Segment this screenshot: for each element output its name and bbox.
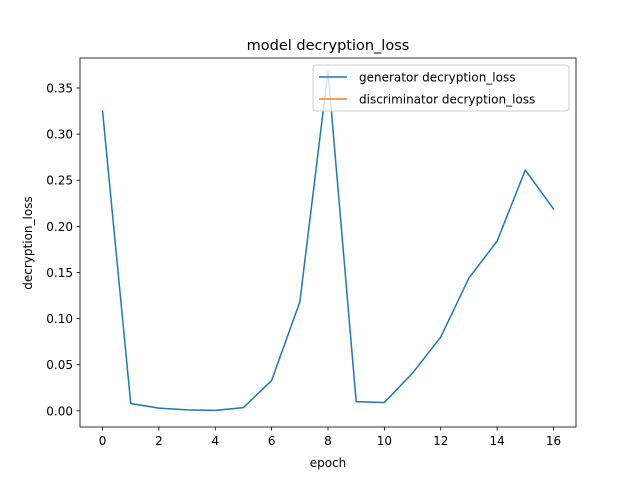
y-axis-label: decryption_loss xyxy=(21,196,35,289)
x-tick-label: 10 xyxy=(377,434,392,448)
legend-box xyxy=(312,64,570,112)
y-tick-label: 0.20 xyxy=(46,220,73,234)
x-tick-label: 16 xyxy=(546,434,561,448)
legend: generator decryption_loss discriminator d… xyxy=(312,64,570,112)
x-tick-label: 8 xyxy=(324,434,332,448)
y-tick-label: 0.15 xyxy=(46,266,73,280)
x-tick-label: 6 xyxy=(268,434,276,448)
y-tick-label: 0.00 xyxy=(46,404,73,418)
x-tick-label: 2 xyxy=(155,434,163,448)
y-tick-label: 0.25 xyxy=(46,174,73,188)
y-tick-label: 0.35 xyxy=(46,81,73,95)
plot-area: 0 2 4 6 8 10 12 14 16 0.00 0.05 0.10 0.15 0.20 0.25 0.3… xyxy=(46,57,577,448)
x-tick-label: 14 xyxy=(489,434,504,448)
x-axis-label: epoch xyxy=(310,456,347,470)
x-tick-label: 12 xyxy=(433,434,448,448)
y-tick-label: 0.10 xyxy=(46,312,73,326)
x-tick-label: 0 xyxy=(99,434,107,448)
chart-title: model decryption_loss xyxy=(247,38,410,54)
y-tick-label: 0.30 xyxy=(46,128,73,142)
legend-label-0: generator decryption_loss xyxy=(359,71,516,85)
legend-label-1: discriminator decryption_loss xyxy=(359,93,535,107)
y-tick-label: 0.05 xyxy=(46,358,73,372)
x-tick-label: 4 xyxy=(211,434,219,448)
